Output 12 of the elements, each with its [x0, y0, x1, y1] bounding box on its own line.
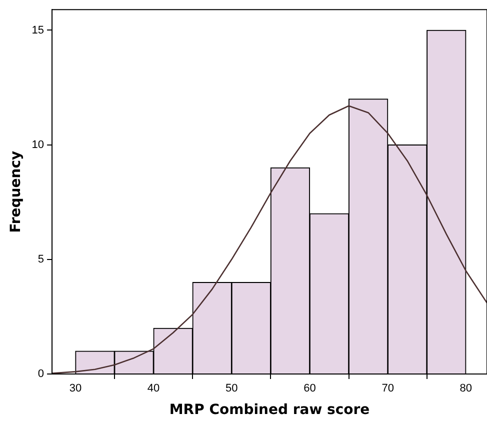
x-axis-title: MRP Combined raw score — [169, 402, 370, 418]
x-tick-label: 80 — [460, 382, 472, 395]
y-tick-label: 0 — [38, 368, 44, 380]
y-tick-label: 5 — [38, 253, 44, 266]
y-tick-label: 15 — [32, 24, 44, 36]
y-tick-label: 10 — [32, 138, 44, 151]
y-axis-title: Frequency — [8, 150, 24, 233]
x-tick-label: 60 — [304, 382, 316, 395]
x-tick-label: 30 — [69, 382, 82, 395]
x-tick-label: 40 — [147, 382, 160, 395]
x-tick-label: 70 — [382, 382, 394, 395]
x-tick-label: 50 — [226, 382, 238, 395]
